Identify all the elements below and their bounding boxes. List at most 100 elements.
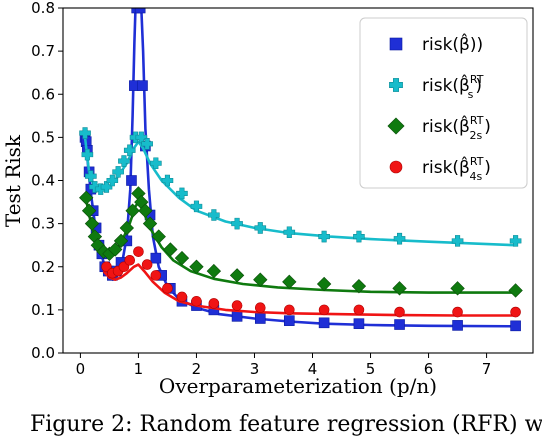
data-point xyxy=(393,232,406,245)
data-point xyxy=(81,148,94,161)
data-point xyxy=(118,155,130,167)
data-point xyxy=(318,317,330,329)
data-point xyxy=(125,203,140,218)
data-point xyxy=(450,281,465,296)
data-point xyxy=(174,250,190,266)
legend-box xyxy=(359,17,528,189)
data-point xyxy=(126,175,137,186)
data-point xyxy=(113,233,129,249)
data-point xyxy=(231,300,243,311)
data-point xyxy=(176,291,188,303)
y-tick-label: 0.5 xyxy=(31,128,55,146)
series-2 xyxy=(79,186,523,298)
data-point xyxy=(161,174,174,187)
data-point xyxy=(253,272,268,287)
y-tick-label: 0.0 xyxy=(31,344,55,362)
data-point xyxy=(353,304,365,316)
data-point xyxy=(189,259,204,274)
data-point xyxy=(133,246,144,257)
x-tick-label: 2 xyxy=(192,360,202,378)
data-point xyxy=(208,298,220,309)
data-point xyxy=(282,274,297,290)
data-point xyxy=(392,281,407,296)
data-point xyxy=(351,278,367,294)
data-point xyxy=(353,318,365,329)
x-tick-label: 3 xyxy=(250,360,260,378)
data-point xyxy=(150,157,162,170)
data-point xyxy=(318,230,330,243)
x-tick-label: 7 xyxy=(482,360,492,378)
y-axis-title: Test Risk xyxy=(1,134,25,227)
axis-ticks: 0 1 2 3 4 5 6 7 0.0 0.1 0.2 0.3 0.4 0.5 0.6 0.7 0.8 xyxy=(31,0,491,378)
x-axis-title: Overparameterization (p/n) xyxy=(159,374,437,398)
data-point xyxy=(141,138,153,150)
data-point xyxy=(509,235,522,247)
data-point xyxy=(254,302,266,314)
data-point xyxy=(208,209,220,221)
data-point xyxy=(316,276,332,292)
data-point xyxy=(254,222,267,234)
data-point xyxy=(79,127,91,139)
legend-label: risk(β̂)) xyxy=(422,32,483,55)
data-point xyxy=(191,295,202,307)
x-tick-label: 6 xyxy=(424,360,434,378)
plot-area xyxy=(79,8,523,332)
x-tick-label: 0 xyxy=(76,360,86,378)
data-point xyxy=(394,319,405,330)
legend: risk(β̂))risk(β̂RT s)risk(β̂RT 2s)risk(β̂R… xyxy=(359,17,528,189)
legend-marker xyxy=(389,160,403,174)
data-point xyxy=(176,187,188,200)
y-tick-label: 0.2 xyxy=(31,258,55,276)
x-tick-label: 5 xyxy=(366,360,376,378)
y-tick-label: 0.4 xyxy=(31,172,55,190)
data-point xyxy=(89,181,101,193)
x-tick-label: 4 xyxy=(308,360,318,378)
y-tick-label: 0.8 xyxy=(31,0,55,17)
y-tick-label: 0.1 xyxy=(31,301,55,319)
data-point xyxy=(254,313,266,324)
data-point xyxy=(163,242,178,257)
data-point xyxy=(283,315,295,326)
data-point xyxy=(124,254,136,266)
data-point xyxy=(137,80,148,91)
data-point xyxy=(84,216,100,231)
data-point xyxy=(508,283,523,298)
data-point xyxy=(452,306,463,318)
data-point xyxy=(231,311,243,322)
data-point xyxy=(150,270,162,281)
data-point xyxy=(123,144,136,157)
data-point xyxy=(100,181,113,193)
data-point xyxy=(283,304,295,316)
legend-marker xyxy=(389,78,403,92)
data-point xyxy=(394,306,405,318)
data-point xyxy=(150,252,162,264)
data-point xyxy=(162,283,173,294)
data-point xyxy=(353,230,365,243)
data-point xyxy=(452,320,463,331)
data-point xyxy=(190,200,203,213)
data-point xyxy=(510,306,521,318)
data-point xyxy=(112,166,124,178)
y-tick-label: 0.6 xyxy=(31,85,55,103)
data-point xyxy=(451,235,464,247)
y-tick-label: 0.3 xyxy=(31,215,55,233)
legend-marker xyxy=(387,117,405,135)
data-point xyxy=(206,263,222,279)
x-tick-label: 1 xyxy=(134,360,144,378)
data-point xyxy=(134,8,146,14)
data-point xyxy=(318,304,330,316)
data-point xyxy=(79,190,94,205)
legend-marker xyxy=(389,37,403,51)
data-point xyxy=(231,217,243,230)
legend-entry-0: risk(β̂)) xyxy=(389,32,483,55)
data-point xyxy=(283,226,296,239)
y-tick-label: 0.7 xyxy=(31,42,55,60)
data-point xyxy=(142,216,158,231)
data-point xyxy=(119,220,135,236)
data-point xyxy=(81,203,97,218)
data-point xyxy=(151,229,166,244)
data-point xyxy=(138,203,153,218)
data-point xyxy=(141,259,153,270)
data-point xyxy=(108,242,123,257)
